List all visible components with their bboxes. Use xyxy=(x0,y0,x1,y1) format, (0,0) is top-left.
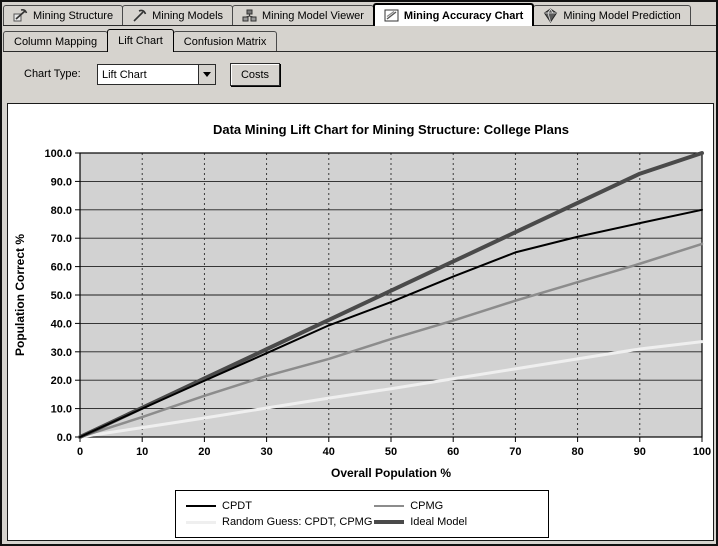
x-tick-label: 80 xyxy=(571,446,583,458)
legend-item-random-guess-cpdt-cpmg: Random Guess: CPDT, CPMG xyxy=(186,516,374,528)
tab-mining-model-viewer[interactable]: Mining Model Viewer xyxy=(232,5,374,25)
x-tick-label: 10 xyxy=(136,446,148,458)
x-tick-label: 50 xyxy=(385,446,397,458)
subtab-lift-chart[interactable]: Lift Chart xyxy=(107,29,174,52)
y-tick-label: 90.0 xyxy=(51,176,72,188)
chart-type-selected-value: Lift Chart xyxy=(102,68,147,81)
legend-swatch xyxy=(186,505,216,507)
y-tick-label: 40.0 xyxy=(51,318,72,330)
legend-label: Random Guess: CPDT, CPMG xyxy=(222,516,373,528)
tab-mining-accuracy-chart[interactable]: Mining Accuracy Chart xyxy=(372,3,535,26)
subtab-column-mapping[interactable]: Column Mapping xyxy=(3,31,109,51)
lift-chart-panel: Data Mining Lift Chart for Mining Struct… xyxy=(7,103,714,541)
mining-accuracy-chart-icon xyxy=(384,8,399,23)
legend-label: Ideal Model xyxy=(410,516,468,528)
subtab-label: Confusion Matrix xyxy=(183,35,267,48)
mining-model-viewer-icon xyxy=(242,8,257,23)
legend-swatch xyxy=(186,520,216,524)
series-line-cpmg xyxy=(78,242,704,439)
lift-chart-toolbar: Chart Type: Lift Chart Costs xyxy=(2,58,716,98)
mining-models-icon xyxy=(132,8,147,23)
x-tick-label: 90 xyxy=(634,446,646,458)
y-axis-label: Population Correct % xyxy=(13,234,27,356)
series-line-random-guess-cpdt-cpmg xyxy=(78,340,704,439)
x-tick-label: 100 xyxy=(693,446,711,458)
x-tick-label: 60 xyxy=(447,446,459,458)
y-tick-label: 70.0 xyxy=(51,233,72,245)
y-tick-label: 30.0 xyxy=(51,347,72,359)
plot-border xyxy=(79,152,703,438)
x-tick-label: 40 xyxy=(323,446,335,458)
legend-label: CPMG xyxy=(410,500,444,512)
tab-mining-model-prediction[interactable]: Mining Model Prediction xyxy=(533,5,691,25)
x-tick-label: 70 xyxy=(509,446,521,458)
tab-label: Mining Structure xyxy=(33,9,114,22)
legend-item-cpdt: CPDT xyxy=(186,500,374,512)
y-tick-label: 0.0 xyxy=(57,432,72,444)
series-line-cpdt xyxy=(79,208,703,438)
x-axis-label: Overall Population % xyxy=(331,466,451,480)
legend-swatch xyxy=(374,504,405,508)
legend-swatch xyxy=(374,520,405,524)
legend-item-cpmg: CPMG xyxy=(374,500,548,512)
x-tick-label: 30 xyxy=(260,446,272,458)
subtab-label: Lift Chart xyxy=(118,35,163,47)
tab-mining-structure[interactable]: Mining Structure xyxy=(3,5,124,25)
tab-label: Mining Models xyxy=(152,9,224,22)
y-tick-label: 100.0 xyxy=(44,148,72,160)
chart-type-label: Chart Type: xyxy=(24,68,81,80)
legend-label: CPDT xyxy=(222,500,252,512)
chevron-down-icon xyxy=(203,72,211,77)
tab-label: Mining Model Viewer xyxy=(262,9,364,22)
y-tick-label: 20.0 xyxy=(51,375,72,387)
costs-button[interactable]: Costs xyxy=(230,63,280,86)
chart-title: Data Mining Lift Chart for Mining Struct… xyxy=(213,122,569,137)
subtab-confusion-matrix[interactable]: Confusion Matrix xyxy=(172,31,278,51)
tab-label: Mining Model Prediction xyxy=(563,9,681,22)
y-tick-label: 10.0 xyxy=(51,404,72,416)
x-tick-label: 0 xyxy=(77,446,83,458)
tab-label: Mining Accuracy Chart xyxy=(403,9,524,22)
subtab-label: Column Mapping xyxy=(14,35,98,48)
lift-chart-plot: Data Mining Lift Chart for Mining Struct… xyxy=(13,122,711,480)
document-tab-strip: Mining Structure Mining Models Mining Mode… xyxy=(3,3,716,26)
y-tick-label: 50.0 xyxy=(51,290,72,302)
mining-model-prediction-icon xyxy=(543,8,558,23)
y-tick-label: 60.0 xyxy=(51,262,72,274)
tab-mining-models[interactable]: Mining Models xyxy=(122,5,234,25)
legend-item-ideal-model: Ideal Model xyxy=(374,516,548,528)
dropdown-arrow-button[interactable] xyxy=(198,65,215,84)
y-tick-label: 80.0 xyxy=(51,205,72,217)
series-line-ideal-model xyxy=(78,151,704,439)
chart-legend: CPDT CPMG Random Guess: CPDT, CPMG Ideal Mo… xyxy=(175,490,549,538)
x-tick-label: 20 xyxy=(198,446,210,458)
mining-structure-icon xyxy=(13,8,28,23)
accuracy-sub-tab-strip: Column Mapping Lift Chart Confusion Matrix xyxy=(3,29,716,52)
chart-type-dropdown[interactable]: Lift Chart xyxy=(97,64,216,85)
